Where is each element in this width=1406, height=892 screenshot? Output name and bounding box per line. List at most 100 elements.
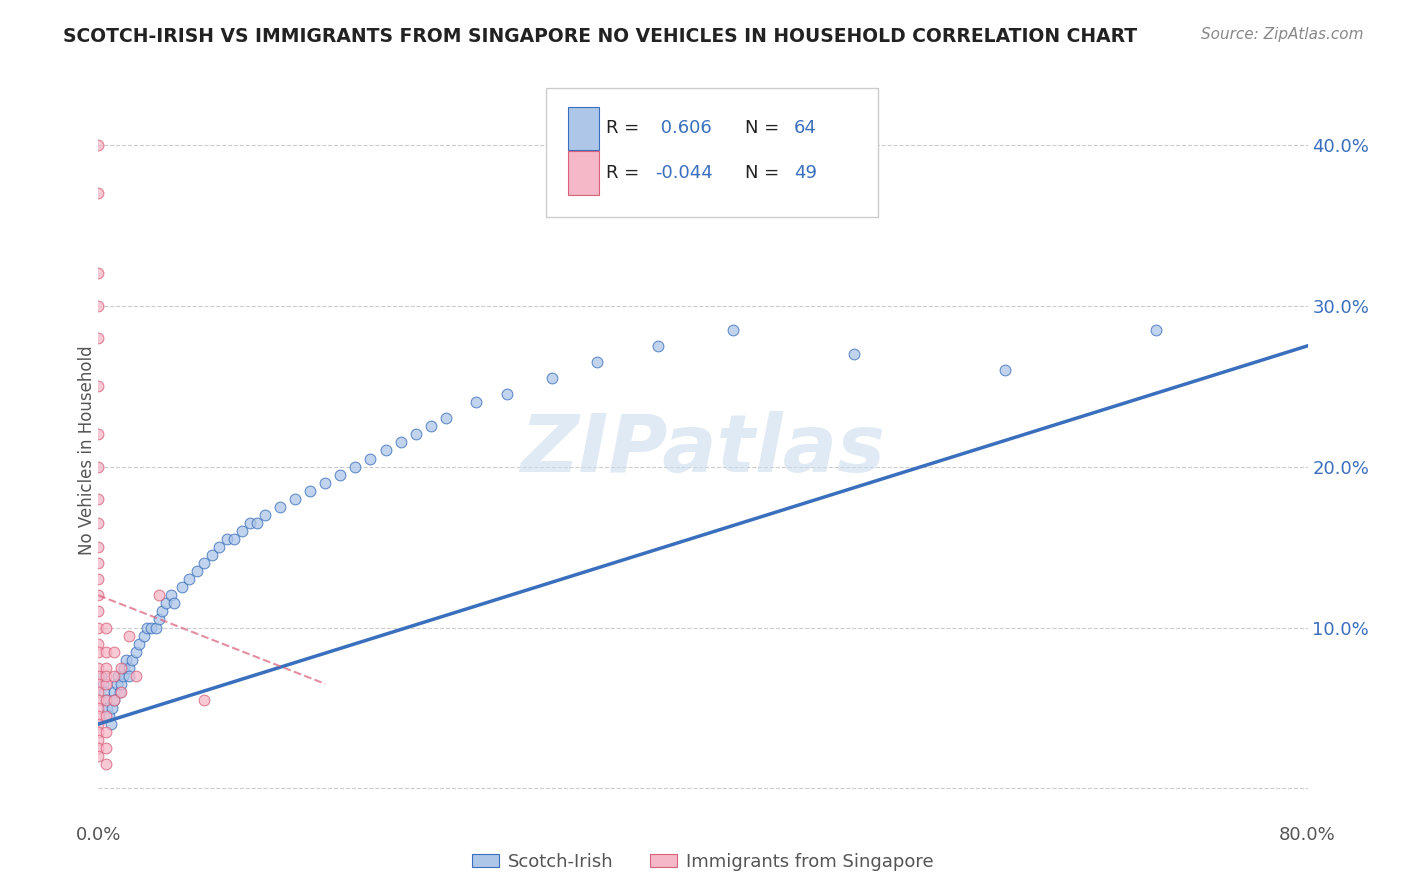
Point xyxy=(125,645,148,659)
Point xyxy=(94,693,117,707)
Point xyxy=(87,685,110,699)
Point xyxy=(103,645,125,659)
Point xyxy=(128,637,150,651)
Point xyxy=(91,677,114,691)
Point xyxy=(87,331,110,345)
Text: R =: R = xyxy=(606,164,645,182)
Point xyxy=(108,685,131,699)
Point xyxy=(405,427,427,442)
Point xyxy=(87,741,110,756)
Point xyxy=(374,443,396,458)
Point xyxy=(87,661,110,675)
Point xyxy=(107,669,129,683)
Point xyxy=(284,491,307,506)
Point xyxy=(163,596,186,610)
FancyBboxPatch shape xyxy=(568,151,599,194)
Point xyxy=(150,604,173,618)
Point xyxy=(186,564,208,578)
Point xyxy=(87,459,110,474)
FancyBboxPatch shape xyxy=(546,87,879,218)
Text: N =: N = xyxy=(745,164,786,182)
Point xyxy=(94,757,117,772)
Point xyxy=(360,451,382,466)
Text: -0.044: -0.044 xyxy=(655,164,713,182)
Point xyxy=(87,645,110,659)
Point xyxy=(94,709,117,723)
Point xyxy=(103,669,125,683)
Point xyxy=(94,677,117,691)
Point xyxy=(132,628,155,642)
Point xyxy=(87,588,110,602)
Point xyxy=(269,500,291,514)
Point xyxy=(540,371,562,385)
Point xyxy=(101,701,124,715)
Y-axis label: No Vehicles in Household: No Vehicles in Household xyxy=(79,345,96,556)
Point xyxy=(94,620,117,634)
Point xyxy=(148,588,170,602)
Point xyxy=(389,435,412,450)
Point xyxy=(103,693,125,707)
Point xyxy=(239,516,262,530)
Point xyxy=(155,596,177,610)
Point xyxy=(100,717,122,731)
Point xyxy=(586,355,609,369)
Point xyxy=(87,540,110,554)
Point xyxy=(208,540,231,554)
Point xyxy=(111,669,134,683)
Point xyxy=(179,572,201,586)
Point xyxy=(105,677,128,691)
Point xyxy=(1144,323,1167,337)
Point xyxy=(215,532,238,546)
Point xyxy=(103,685,125,699)
Point xyxy=(118,669,141,683)
Point xyxy=(110,677,132,691)
Point xyxy=(329,467,352,482)
Point xyxy=(87,299,110,313)
Point xyxy=(87,669,110,683)
Point xyxy=(125,669,148,683)
Point xyxy=(87,709,110,723)
Text: 0.606: 0.606 xyxy=(655,120,711,137)
Point xyxy=(344,459,367,474)
Point xyxy=(94,725,117,739)
Point xyxy=(224,532,246,546)
Point xyxy=(994,363,1017,377)
Text: ZIPatlas: ZIPatlas xyxy=(520,411,886,490)
Point xyxy=(87,620,110,634)
Point xyxy=(434,411,457,425)
Point xyxy=(420,419,443,434)
Point xyxy=(96,701,118,715)
Point xyxy=(495,387,517,401)
Point xyxy=(121,653,143,667)
Point xyxy=(87,427,110,442)
Point xyxy=(723,323,745,337)
Point xyxy=(114,653,136,667)
Point xyxy=(118,661,141,675)
Point xyxy=(90,669,112,683)
Point xyxy=(87,516,110,530)
Point xyxy=(118,628,141,642)
Point xyxy=(94,661,117,675)
Point xyxy=(87,604,110,618)
Point xyxy=(110,685,132,699)
Text: SCOTCH-IRISH VS IMMIGRANTS FROM SINGAPORE NO VEHICLES IN HOUSEHOLD CORRELATION C: SCOTCH-IRISH VS IMMIGRANTS FROM SINGAPOR… xyxy=(63,27,1137,45)
Point xyxy=(87,556,110,570)
Point xyxy=(87,186,110,200)
Point xyxy=(148,612,170,626)
Point xyxy=(87,717,110,731)
Text: 64: 64 xyxy=(793,120,817,137)
Point xyxy=(231,524,253,538)
Point xyxy=(201,548,224,562)
Point xyxy=(160,588,183,602)
Point xyxy=(193,693,215,707)
Text: 49: 49 xyxy=(793,164,817,182)
Text: N =: N = xyxy=(745,120,786,137)
Point xyxy=(87,637,110,651)
Point xyxy=(170,580,193,594)
Point xyxy=(465,395,488,409)
Point xyxy=(135,620,157,634)
Point xyxy=(299,483,322,498)
Point xyxy=(193,556,215,570)
Point xyxy=(145,620,167,634)
Point xyxy=(87,693,110,707)
